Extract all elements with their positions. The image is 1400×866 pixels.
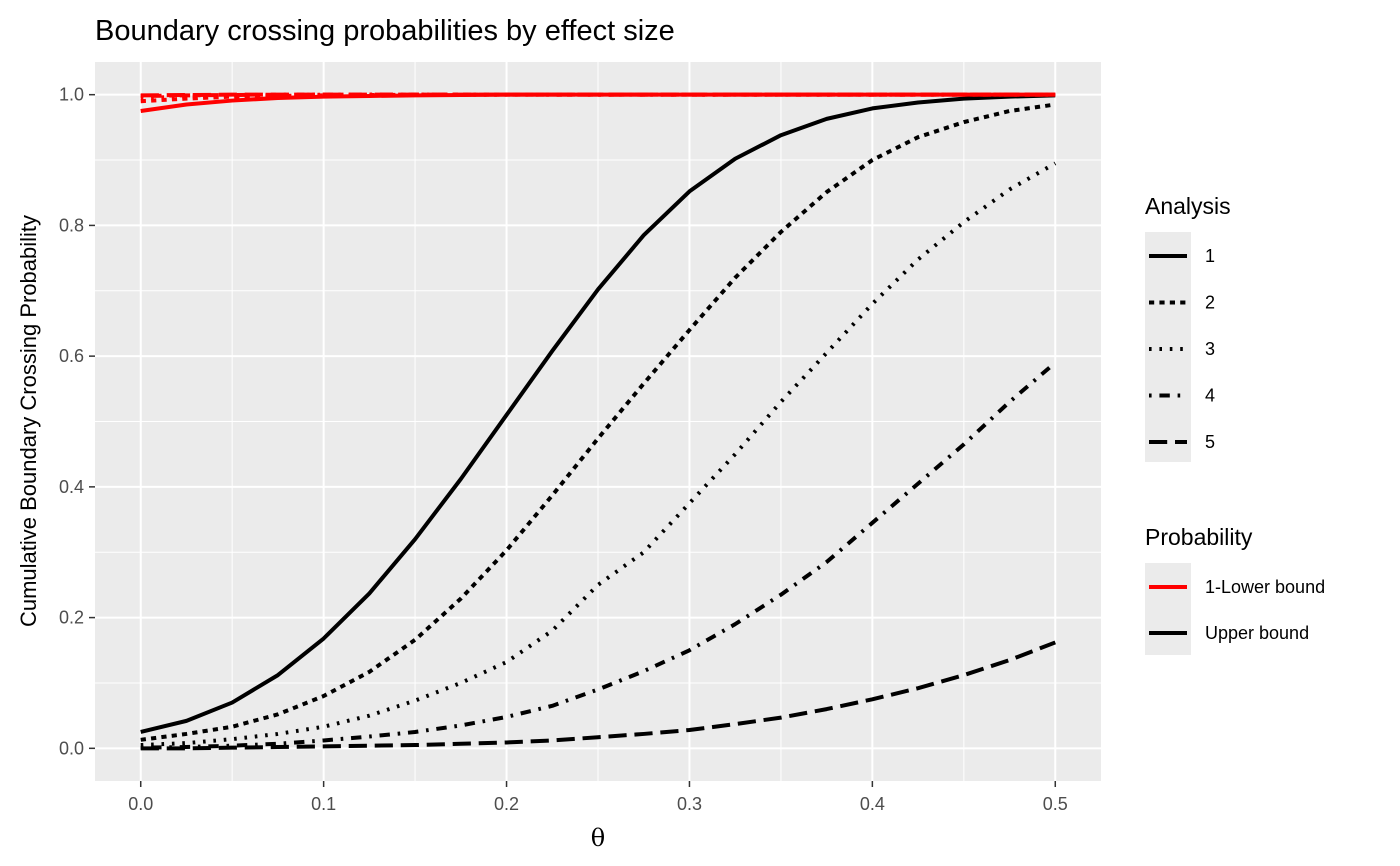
legend-analysis-label: 3: [1205, 339, 1215, 359]
y-tick-label: 0.4: [59, 477, 84, 497]
legend-analysis-label: 2: [1205, 293, 1215, 313]
y-tick-label: 0.2: [59, 608, 84, 628]
series-line-analysis-1-upper: [140, 93, 1056, 734]
x-tick-label: 0.3: [677, 794, 702, 814]
legend-probability-label: Upper bound: [1205, 623, 1309, 643]
x-axis-title: θ: [591, 824, 605, 852]
legend-analysis-label: 4: [1205, 386, 1215, 406]
y-tick-label: 0.6: [59, 346, 84, 366]
legend-analysis-keys-bg: [1145, 232, 1191, 462]
x-tick-label: 0.4: [860, 794, 885, 814]
legend-probability-title: Probability: [1145, 524, 1253, 550]
y-tick-label: 0.8: [59, 215, 84, 235]
x-axis-ticks: 0.0 0.1 0.2 0.3 0.4 0.5: [128, 781, 1068, 814]
y-tick-label: 0.0: [59, 738, 84, 758]
legend-analysis-items: 1 2 3 4 5: [1149, 246, 1215, 452]
legend-analysis-label: 1: [1205, 246, 1215, 266]
series-line-analysis-5-upper: [140, 640, 1056, 751]
series-line-analysis-5-lower: [140, 92, 1056, 98]
x-tick-label: 0.0: [128, 794, 153, 814]
legend-probability-items: 1-Lower bound Upper bound: [1149, 577, 1325, 643]
legend-probability-keys-bg: [1145, 563, 1191, 655]
chart-title: Boundary crossing probabilities by effec…: [95, 15, 675, 47]
legend-analysis-title: Analysis: [1145, 193, 1231, 219]
legend-analysis-label: 5: [1205, 432, 1215, 452]
legend: Analysis 1 2 3 4 5 Probability 1-Lower bound…: [1145, 193, 1325, 655]
grid-minor: [95, 62, 1101, 781]
x-tick-label: 0.5: [1043, 794, 1068, 814]
y-tick-label: 1.0: [59, 85, 84, 105]
x-tick-label: 0.1: [311, 794, 336, 814]
series-line-analysis-2-upper: [140, 102, 1056, 742]
x-tick-label: 0.2: [494, 794, 519, 814]
legend-probability-label: 1-Lower bound: [1205, 577, 1325, 597]
series-layer: [140, 92, 1057, 751]
y-axis-ticks: 0.0 0.2 0.4 0.6 0.8 1.0: [59, 85, 95, 758]
y-axis-title: Cumulative Boundary Crossing Probability: [16, 215, 41, 627]
